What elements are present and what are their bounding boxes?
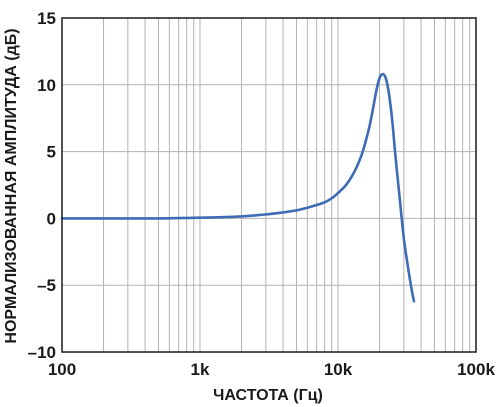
grid — [62, 18, 476, 352]
series-group — [60, 72, 416, 303]
y-tick-label: 15 — [37, 9, 56, 28]
tick-labels: 100 1k 10k 100k 15 10 5 0 –5 –10 — [28, 9, 496, 379]
y-tick-label: 10 — [37, 76, 56, 95]
y-tick-label: 0 — [47, 209, 56, 228]
plot-frame — [61, 17, 477, 353]
y-axis-title: НОРМАЛИЗОВАННАЯ АМПЛИТУДА (дБ) — [3, 28, 20, 343]
series-line — [60, 72, 416, 303]
x-axis-title: ЧАСТОТА (Гц) — [213, 387, 323, 404]
x-tick-label: 10k — [324, 360, 353, 379]
y-tick-label: –5 — [37, 276, 56, 295]
x-tick-label: 1k — [191, 360, 210, 379]
x-tick-label: 100 — [48, 360, 76, 379]
y-tick-label: –10 — [28, 343, 56, 362]
x-tick-label: 100k — [457, 360, 495, 379]
y-tick-label: 5 — [47, 143, 56, 162]
